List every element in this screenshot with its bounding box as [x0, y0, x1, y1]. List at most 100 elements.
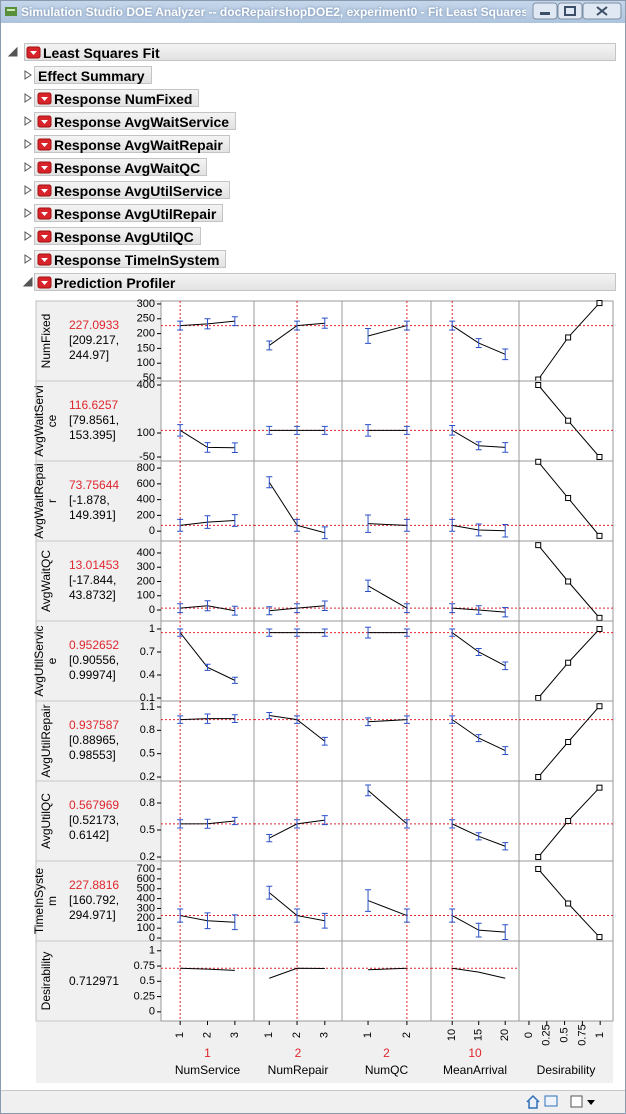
error-bar — [204, 818, 211, 829]
response-name: Desirability — [38, 951, 53, 1011]
window-list-icon[interactable] — [544, 1095, 558, 1107]
error-bar — [231, 605, 238, 616]
outline-title[interactable]: Least Squares Fit — [24, 43, 616, 61]
desirability-handle[interactable] — [565, 739, 572, 746]
factor-current-value[interactable]: 2 — [383, 1046, 390, 1060]
response-current-value: 0.567969 — [69, 798, 120, 812]
response-name: AvgWaitRepair — [32, 463, 59, 539]
desirability-handle[interactable] — [535, 695, 542, 702]
disclosure-triangle[interactable] — [24, 116, 32, 126]
error-bar — [403, 819, 410, 829]
desirability-handle[interactable] — [565, 900, 572, 907]
desirability-handle[interactable] — [535, 382, 542, 388]
outline-item[interactable]: Response TimeInSystem — [34, 250, 227, 268]
disclosure-triangle[interactable] — [24, 162, 32, 172]
error-bar — [266, 885, 273, 900]
factor-current-value[interactable]: 1 — [204, 1046, 211, 1060]
error-bar — [321, 317, 328, 329]
disclosure-triangle[interactable] — [24, 231, 32, 241]
response-confidence-interval: [0.52173, 0.6142] — [69, 813, 120, 842]
plot-cell — [341, 540, 432, 622]
outline-item[interactable]: Response AvgWaitRepair — [34, 135, 230, 153]
disclosure-triangle[interactable] — [24, 208, 32, 218]
error-bar — [231, 316, 238, 327]
desirability-handle[interactable] — [596, 784, 603, 791]
outline-item[interactable]: Effect Summary — [34, 66, 152, 84]
prediction-trace — [367, 325, 408, 337]
desirability-handle[interactable] — [565, 417, 572, 424]
plot-cell — [430, 700, 520, 782]
response-confidence-interval: [0.88965, 0.98553] — [69, 733, 120, 762]
response-confidence-interval: [160.792, 294.971] — [69, 893, 120, 922]
disclosure-triangle[interactable] — [24, 254, 32, 264]
status-menu-arrow[interactable] — [587, 1100, 595, 1105]
plot-cell — [341, 300, 432, 382]
desirability-handle[interactable] — [596, 532, 603, 539]
desirability-handle[interactable] — [535, 774, 542, 781]
plot-cell — [430, 620, 520, 702]
desirability-handle[interactable] — [596, 625, 603, 632]
outline-item[interactable]: Response NumFixed — [34, 89, 200, 107]
error-bar — [177, 603, 184, 614]
desirability-handle[interactable] — [596, 703, 603, 710]
disclosure-triangle[interactable] — [24, 139, 32, 149]
home-icon[interactable] — [526, 1094, 540, 1109]
error-bar — [475, 922, 482, 938]
outline-item[interactable]: Response AvgUtilQC — [34, 227, 201, 245]
y-tick-label: 100 — [137, 590, 155, 602]
response-current-value: 0.937587 — [69, 718, 120, 732]
desirability-handle[interactable] — [596, 300, 603, 307]
desirability-handle[interactable] — [535, 542, 542, 549]
x-tick-label: 0.25 — [541, 1024, 553, 1045]
y-tick-label: 600 — [137, 873, 155, 885]
desirability-handle[interactable] — [535, 458, 542, 465]
disclosure-triangle[interactable] — [24, 70, 32, 80]
desirability-handle[interactable] — [596, 934, 603, 941]
desirability-handle[interactable] — [565, 818, 572, 824]
error-bar — [449, 603, 456, 614]
outline-item[interactable]: Response AvgWaitService — [34, 112, 237, 130]
y-tick-label: 300 — [137, 561, 155, 573]
error-bar — [321, 736, 328, 746]
error-bar — [266, 606, 273, 616]
outline-item[interactable]: Response AvgUtilRepair — [34, 204, 224, 222]
minimize-button[interactable] — [532, 2, 558, 20]
plot-cell — [253, 940, 343, 1022]
desirability-handle[interactable] — [565, 659, 572, 666]
outline-item[interactable]: Response AvgUtilService — [34, 181, 230, 199]
outline-item[interactable]: Prediction Profiler — [34, 273, 616, 291]
desirability-handle[interactable] — [565, 578, 572, 585]
plot-cell — [430, 780, 520, 862]
y-tick-label: 0.5 — [140, 824, 155, 836]
factor-current-value[interactable]: 10 — [468, 1046, 482, 1060]
y-tick-label: 200 — [137, 509, 155, 521]
selection-icon[interactable] — [570, 1095, 583, 1108]
disclosure-triangle[interactable] — [22, 276, 33, 287]
desirability-handle[interactable] — [535, 854, 542, 861]
disclosure-triangle[interactable] — [24, 93, 32, 103]
desirability-handle[interactable] — [596, 454, 603, 460]
y-tick-label: 0.1 — [140, 692, 155, 704]
disclosure-triangle[interactable] — [24, 185, 32, 195]
desirability-handle[interactable] — [565, 495, 572, 502]
error-bar — [475, 648, 482, 656]
y-tick-label: 800 — [137, 462, 155, 474]
plot-cell — [430, 380, 520, 462]
plot-cell — [253, 380, 343, 462]
y-tick-label: 1.1 — [140, 701, 155, 713]
disclosure-triangle[interactable] — [7, 46, 18, 57]
label-panel — [35, 300, 162, 1022]
outline-item[interactable]: Response AvgWaitQC — [34, 158, 208, 176]
desirability-handle[interactable] — [596, 614, 603, 621]
desirability-handle[interactable] — [535, 865, 542, 872]
x-tick-label: 0 — [523, 1032, 535, 1038]
response-confidence-interval: [209.217, 244.97] — [69, 333, 120, 362]
factor-current-value[interactable]: 2 — [295, 1046, 302, 1060]
window-controls — [532, 2, 622, 20]
desirability-handle[interactable] — [565, 334, 572, 341]
error-bar — [294, 628, 301, 637]
y-tick-label: 100 — [137, 922, 155, 934]
error-bar — [449, 518, 456, 532]
error-bar — [475, 832, 482, 841]
error-bar — [475, 605, 482, 615]
